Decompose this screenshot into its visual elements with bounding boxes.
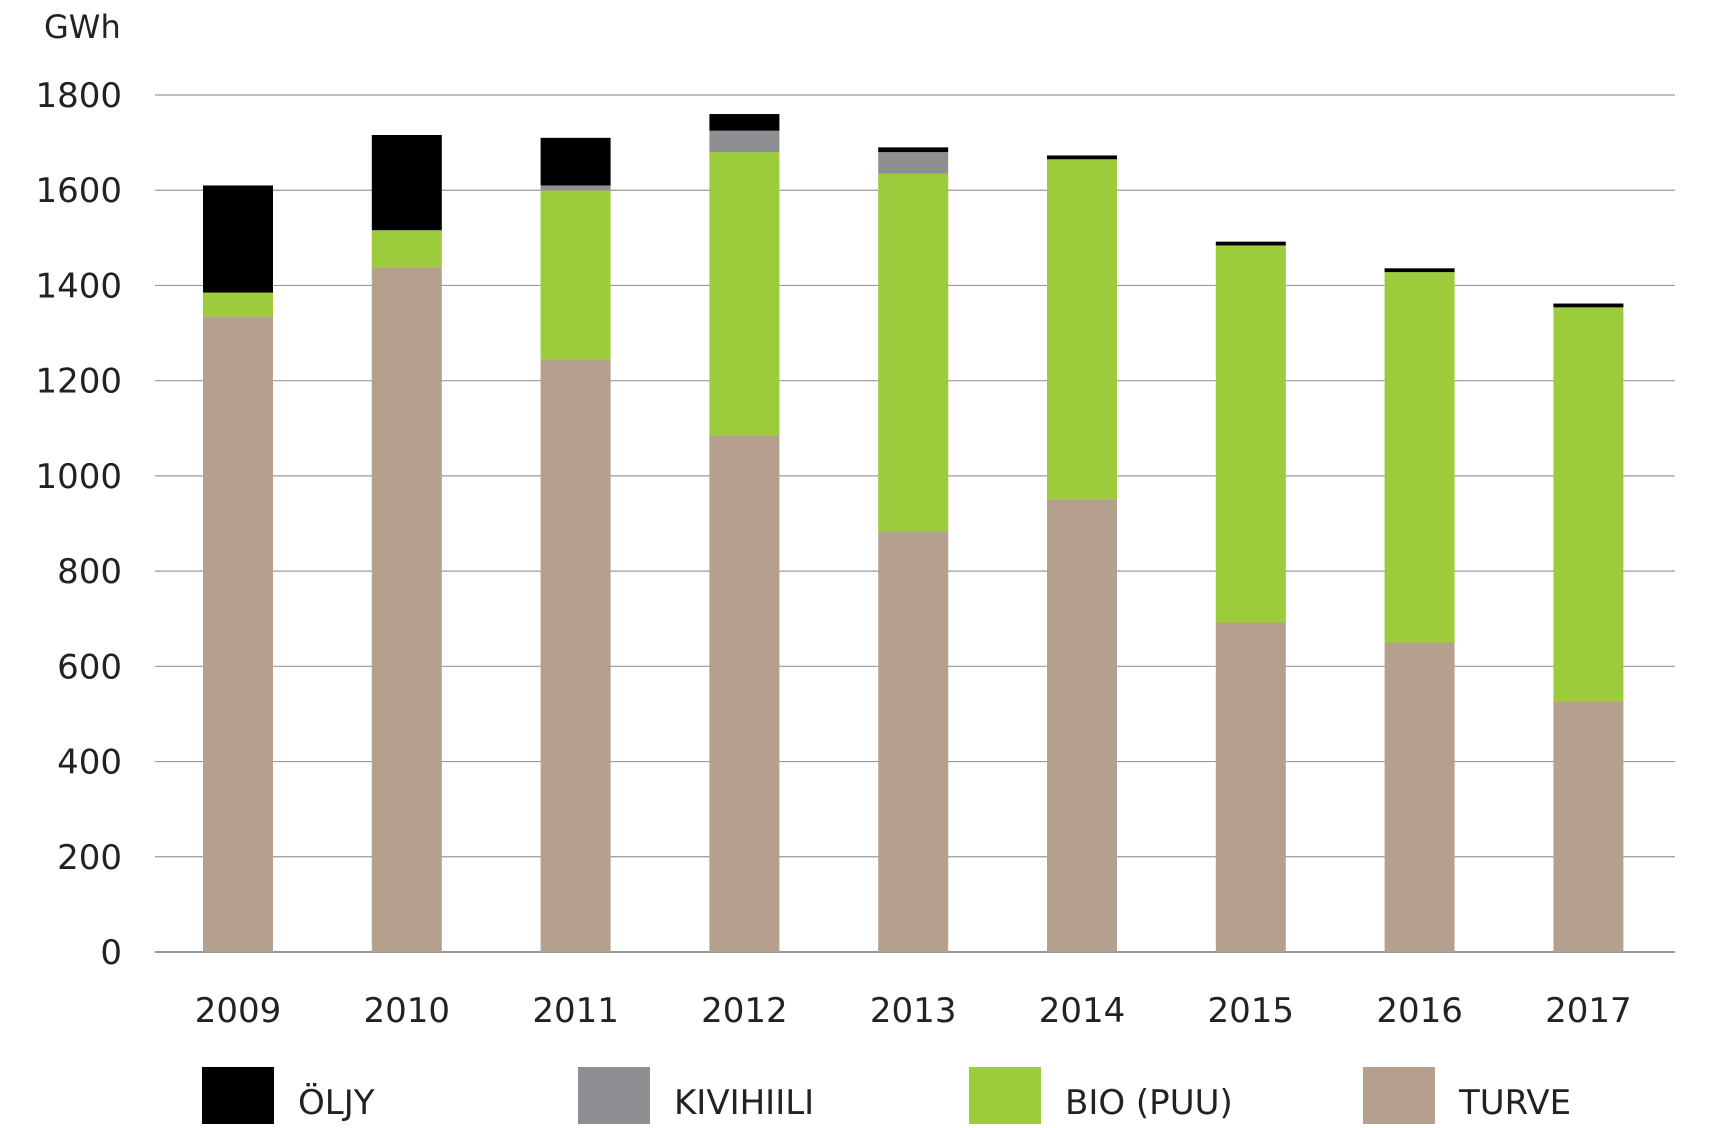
- bar-segment-öljy: [878, 147, 949, 153]
- legend-swatch: [202, 1067, 274, 1128]
- bars: [203, 114, 1624, 952]
- y-tick-label: 1800: [35, 76, 122, 116]
- bar-segment-turve: [203, 316, 273, 952]
- y-tick-label: 1400: [35, 266, 122, 306]
- legend-label: ÖLJY: [298, 1082, 375, 1123]
- x-tick-label: 2009: [195, 991, 282, 1031]
- x-tick-label: 2017: [1545, 991, 1632, 1031]
- bar-segment-kivihiili: [878, 152, 949, 174]
- y-tick-label: 600: [57, 647, 122, 687]
- bar-segment-turve: [371, 267, 442, 952]
- y-tick-label: 1200: [35, 362, 122, 402]
- x-tick-label: 2012: [701, 991, 788, 1031]
- legend-swatch: [1363, 1067, 1435, 1128]
- bar-segment-turve: [1384, 642, 1455, 952]
- bar-segment-öljy: [540, 137, 611, 186]
- bar-segment-bio-puu: [540, 190, 611, 360]
- bar-segment-öljy: [371, 134, 442, 231]
- bar-segment-bio-puu: [203, 292, 273, 317]
- y-tick-label: 0: [100, 933, 122, 973]
- legend-swatch: [969, 1067, 1041, 1128]
- bar-segment-öljy: [1047, 155, 1117, 160]
- bar-segment-kivihiili: [540, 185, 611, 191]
- bar-segment-öljy: [1553, 303, 1624, 308]
- x-tick-label: 2010: [364, 991, 451, 1031]
- legend-swatch: [578, 1067, 650, 1128]
- y-tick-label: 1000: [35, 457, 122, 497]
- bar-segment-bio-puu: [709, 152, 780, 436]
- bar-segment-bio-puu: [1384, 272, 1455, 643]
- bar-segment-bio-puu: [1215, 245, 1286, 623]
- bar-segment-bio-puu: [878, 173, 949, 533]
- legend-label: KIVIHIILI: [674, 1083, 814, 1123]
- bar-segment-turve: [1215, 622, 1286, 952]
- x-axis-ticks: 2009 2010 2011 2012 2013 2014 2015 2016 2017: [195, 991, 1632, 1031]
- bar-segment-öljy: [1384, 268, 1455, 273]
- bar-segment-kivihiili: [709, 130, 780, 153]
- x-tick-label: 2011: [532, 991, 619, 1031]
- y-tick-label: 800: [57, 552, 122, 592]
- bar-segment-turve: [1047, 499, 1117, 952]
- y-tick-label: 200: [57, 838, 122, 878]
- bar-segment-öljy: [203, 185, 273, 293]
- y-axis-unit-label: GWh: [44, 8, 121, 46]
- bar-segment-bio-puu: [371, 230, 442, 268]
- x-tick-label: 2016: [1376, 991, 1463, 1031]
- y-axis-ticks: 0 200 400 600 800 1000 1200 1400 1600 1800: [35, 76, 122, 973]
- bar-segment-öljy: [1215, 241, 1286, 246]
- bar-segment-bio-puu: [1553, 307, 1624, 702]
- x-tick-label: 2013: [870, 991, 957, 1031]
- x-tick-label: 2014: [1039, 991, 1126, 1031]
- bar-segment-turve: [878, 532, 949, 952]
- legend-label: BIO (PUU): [1065, 1083, 1233, 1123]
- legend: ÖLJY KIVIHIILI BIO (PUU) TURVE: [202, 1067, 1571, 1128]
- x-tick-label: 2015: [1208, 991, 1295, 1031]
- bar-segment-turve: [540, 359, 611, 952]
- bar-segment-turve: [709, 435, 780, 952]
- bar-segment-öljy: [709, 114, 780, 131]
- y-tick-label: 1600: [35, 171, 122, 211]
- legend-label: TURVE: [1458, 1083, 1571, 1123]
- bar-segment-turve: [1553, 701, 1624, 952]
- bar-segment-bio-puu: [1047, 159, 1117, 500]
- y-tick-label: 400: [57, 743, 122, 783]
